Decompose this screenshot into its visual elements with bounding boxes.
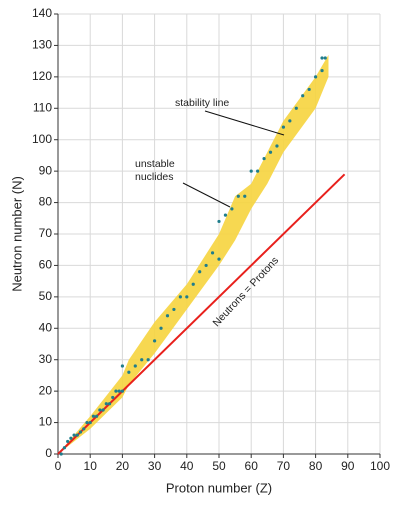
stable-nuclide [294,106,298,110]
unstable-band [58,54,329,454]
stable-nuclide [191,282,195,286]
annotation: stability line [175,97,229,109]
x-tick-label: 0 [55,459,62,473]
x-tick-label: 80 [309,459,323,473]
stable-nuclide [320,68,324,73]
stable-nuclide [230,207,234,211]
stable-nuclide [288,119,292,123]
stable-nuclide [114,389,118,393]
y-axis-title: Neutron number (N) [9,176,24,292]
stable-nuclide [101,408,105,412]
stable-nuclide [78,430,83,434]
stable-nuclide [95,414,99,418]
stable-nuclide [172,307,176,312]
stable-nuclide [198,270,202,274]
y-tick-label: 60 [39,258,53,272]
stable-nuclide [66,439,70,444]
y-tick-label: 140 [32,6,52,20]
stable-nuclide [223,213,228,217]
stable-nuclide [262,156,266,161]
stable-nuclide [62,446,67,450]
stable-nuclide [281,125,285,129]
y-tick-label: 50 [39,289,53,303]
y-tick-label: 120 [32,69,52,83]
x-tick-label: 30 [148,459,162,473]
stable-nuclide [120,389,124,393]
y-tick-label: 70 [39,226,53,240]
x-tick-label: 70 [277,459,291,473]
stable-nuclide [85,420,89,425]
stable-nuclide [72,433,76,437]
stable-nuclide [165,314,170,318]
stable-nuclide [153,339,157,343]
stable-nuclide [159,326,163,330]
y-tick-label: 20 [39,383,53,397]
y-tick-label: 110 [33,100,52,114]
stable-nuclide [275,144,279,148]
stable-nuclide [236,194,240,198]
stable-nuclide [217,219,221,224]
stable-nuclide [104,402,108,406]
stable-nuclide [307,87,311,92]
stable-nuclide [185,295,189,299]
x-tick-label: 20 [116,459,130,473]
y-tick-label: 10 [39,415,53,429]
y-tick-label: 80 [39,195,53,209]
y-tick-label: 100 [32,132,52,146]
x-tick-label: 40 [180,459,194,473]
stable-nuclide [243,194,247,198]
stable-nuclide [111,395,115,400]
stable-nuclide [88,420,92,425]
annotation-arrow [204,110,285,136]
stable-nuclide [301,94,305,98]
stable-nuclide [59,452,63,456]
stable-nuclide [268,150,273,154]
stable-nuclide [69,436,73,440]
stable-nuclide [314,75,318,79]
stable-nuclide [133,364,137,368]
annotation: nuclides [135,171,174,183]
stable-nuclide [117,389,121,393]
y-tick-label: 90 [39,163,53,177]
y-tick-label: 130 [32,38,52,52]
x-tick-label: 90 [341,459,355,473]
stable-nuclide [178,295,182,299]
x-tick-label: 60 [245,459,259,473]
stable-nuclide [91,414,96,418]
stable-nuclide [217,257,221,261]
stable-nuclide [98,408,102,412]
y-tick-label: 40 [39,320,53,334]
stable-nuclide [249,169,253,173]
stable-nuclide [146,358,150,362]
stable-nuclide [256,169,260,173]
annotation-arrow [182,182,231,208]
x-tick-label: 50 [212,459,226,473]
annotation: unstable [135,158,175,170]
x-tick-label: 10 [84,459,98,473]
stable-nuclide [107,402,112,406]
y-tick-label: 0 [45,446,52,460]
stable-nuclide [204,263,208,268]
stable-nuclide [120,364,124,368]
stable-nuclide [320,56,324,60]
x-axis-title: Proton number (Z) [166,480,272,495]
stable-nuclide [82,427,86,431]
stable-nuclide [127,370,131,374]
x-tick-label: 100 [370,459,390,473]
stable-nuclide [323,56,327,60]
stable-nuclide [75,433,79,437]
stable-nuclide [210,251,215,255]
stable-nuclide [140,358,144,362]
y-tick-label: 30 [39,352,53,366]
reference-line [57,173,346,455]
